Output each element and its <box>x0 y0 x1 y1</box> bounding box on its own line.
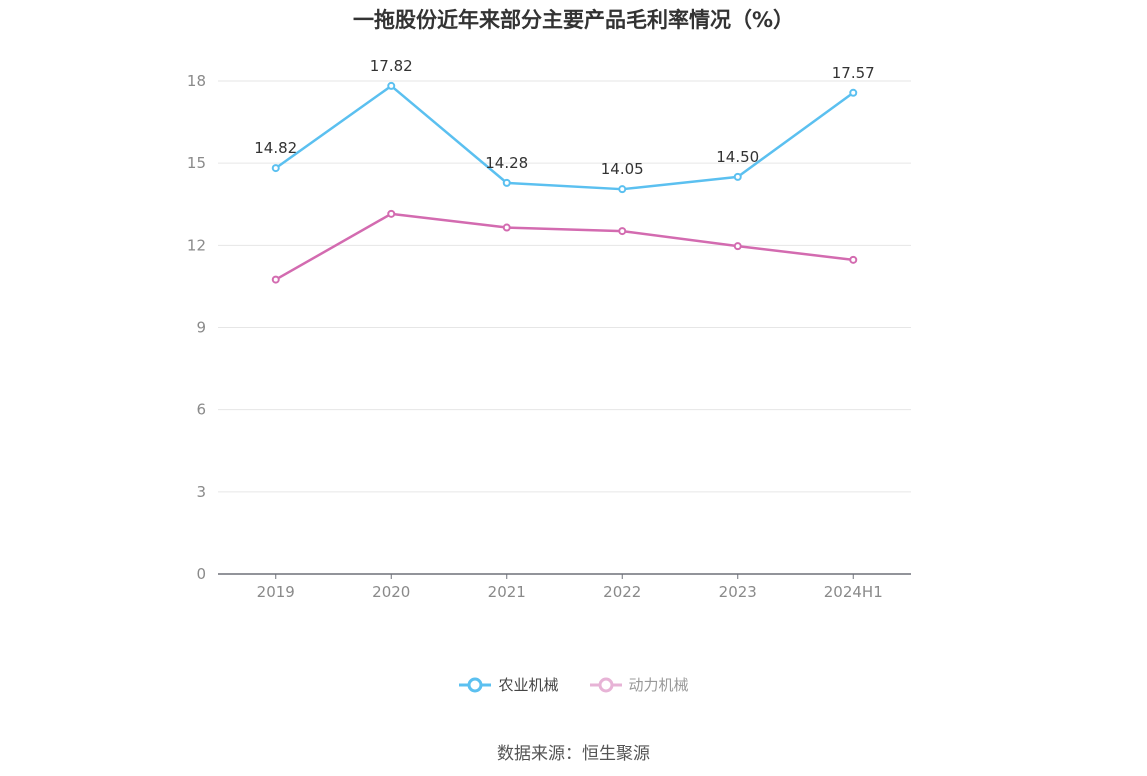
y-tick-label: 12 <box>187 236 206 254</box>
legend-label-agri: 农业机械 <box>498 676 559 694</box>
data-label: 17.82 <box>370 57 413 75</box>
y-tick-label: 9 <box>196 319 206 337</box>
series-line-0 <box>275 84 854 191</box>
legend: 农业机械 动力机械 <box>0 674 1147 695</box>
x-tick-label: 2024H1 <box>824 583 883 601</box>
data-label: 14.82 <box>254 139 297 157</box>
legend-item-power[interactable]: 动力机械 <box>589 674 689 695</box>
y-tick-label: 18 <box>187 72 206 90</box>
data-point <box>849 255 858 264</box>
legend-label-power: 动力机械 <box>628 676 689 694</box>
chart-title: 一拖股份近年来部分主要产品毛利率情况（%） <box>352 8 795 32</box>
y-tick-label: 0 <box>196 565 206 583</box>
data-label: 14.28 <box>485 154 528 172</box>
data-point <box>271 164 280 173</box>
x-tick-label: 2023 <box>719 583 757 601</box>
legend-item-agri[interactable]: 农业机械 <box>458 674 559 695</box>
data-point <box>733 172 742 181</box>
x-tick-label: 2022 <box>603 583 641 601</box>
data-label: 14.50 <box>716 148 759 166</box>
data-point <box>849 88 858 97</box>
x-tick-label: 2019 <box>257 583 295 601</box>
data-point <box>271 275 280 284</box>
data-label: 17.57 <box>832 64 875 82</box>
x-tick-label: 2021 <box>488 583 526 601</box>
legend-marker-agri-icon <box>459 677 492 692</box>
y-tick-label: 6 <box>196 401 206 419</box>
data-point <box>387 81 396 90</box>
x-tick-label: 2020 <box>372 583 410 601</box>
data-point <box>502 178 511 187</box>
data-point <box>618 227 627 236</box>
y-tick-label: 3 <box>196 483 206 501</box>
data-point <box>387 209 396 218</box>
y-tick-label: 15 <box>187 154 206 172</box>
data-point <box>618 185 627 194</box>
legend-marker-power-icon <box>589 677 622 692</box>
data-point <box>733 242 742 251</box>
data-label: 14.05 <box>601 160 644 178</box>
data-point <box>502 223 511 232</box>
series-line-1 <box>275 212 854 281</box>
data-source: 数据来源：恒生聚源 <box>497 744 650 764</box>
